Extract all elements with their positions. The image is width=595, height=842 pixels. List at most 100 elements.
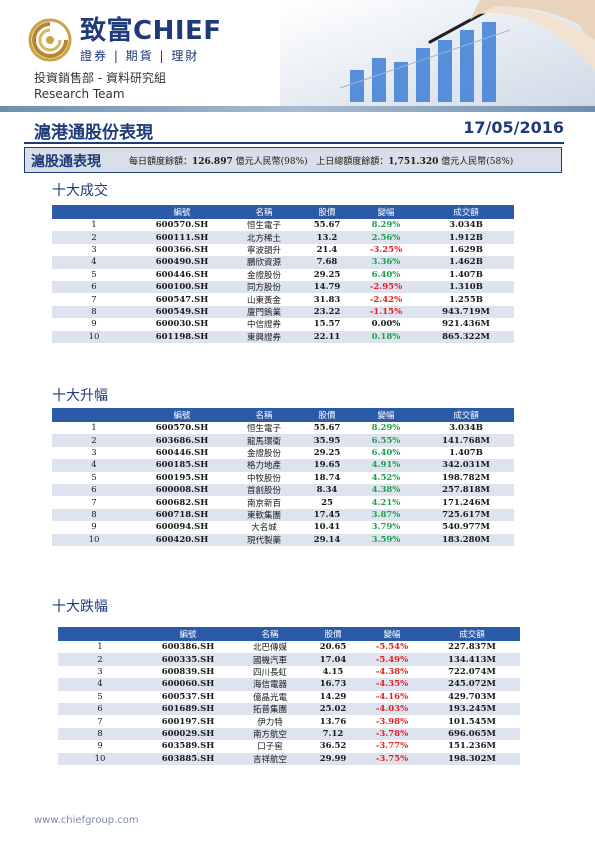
rank-cell: 8 <box>58 727 142 741</box>
prev-quota-suffix: 億元人民幣(58%) <box>441 157 514 167</box>
name-cell: 吉祥航空 <box>234 752 306 765</box>
turnover-cell: 342.031M <box>418 459 514 472</box>
turnover-cell: 3.034B <box>418 219 514 232</box>
header-price: 股價 <box>300 408 354 422</box>
header-rank <box>52 205 136 219</box>
header-turnover: 成交額 <box>418 408 514 422</box>
table-row: 3 600366.SH 寧波韻升 21.4 -3.25% 1.629B <box>52 243 514 257</box>
price-cell: 15.57 <box>300 318 354 331</box>
turnover-cell: 725.617M <box>418 508 514 522</box>
change-cell: 4.52% <box>354 471 418 484</box>
table-header-row: 編號 名稱 股價 變幅 成交額 <box>52 205 514 219</box>
price-cell: 55.67 <box>300 422 354 435</box>
turnover-cell: 921.436M <box>418 318 514 331</box>
name-cell: 山東黃金 <box>228 293 300 306</box>
rank-cell: 4 <box>52 459 136 472</box>
turnover-cell: 171.246M <box>418 496 514 509</box>
price-cell: 25.02 <box>306 702 360 716</box>
rank-cell: 5 <box>52 268 136 281</box>
section-title-top-losers: 十大跌幅 <box>52 599 108 615</box>
quota-bar: 滬股通表現 每日額度餘額：126.897 億元人民幣(98%) 上日總額度餘額：… <box>24 147 562 173</box>
price-cell: 20.65 <box>306 641 360 654</box>
name-cell: 國機汽車 <box>234 653 306 666</box>
code-cell: 600490.SH <box>136 256 228 269</box>
code-cell: 600366.SH <box>136 243 228 257</box>
price-cell: 4.15 <box>306 665 360 679</box>
name-cell: 海信電器 <box>234 678 306 691</box>
change-cell: 8.29% <box>354 219 418 232</box>
table-row: 3 600446.SH 金證股份 29.25 6.40% 1.407B <box>52 446 514 460</box>
turnover-cell: 1.255B <box>418 293 514 306</box>
name-cell: 格力地產 <box>228 459 300 472</box>
rank-cell: 2 <box>58 653 142 666</box>
report-date: 17/05/2016 <box>463 118 564 137</box>
name-cell: 寧波韻升 <box>228 243 300 257</box>
rank-cell: 3 <box>58 665 142 679</box>
rank-cell: 10 <box>52 533 136 546</box>
price-cell: 23.22 <box>300 305 354 319</box>
name-cell: 鵬欣資源 <box>228 256 300 269</box>
code-cell: 600195.SH <box>136 471 228 484</box>
table-row: 7 600682.SH 南京新百 25 4.21% 171.246M <box>52 496 514 509</box>
table-header-row: 編號 名稱 股價 變幅 成交額 <box>52 408 514 422</box>
table-row: 4 600060.SH 海信電器 16.73 -4.35% 245.072M <box>58 678 520 691</box>
change-cell: -1.15% <box>354 305 418 319</box>
name-cell: 東軟集團 <box>228 508 300 522</box>
rank-cell: 1 <box>52 219 136 232</box>
change-cell: -3.98% <box>360 715 424 728</box>
name-cell: 拓普集團 <box>234 702 306 716</box>
change-cell: 0.00% <box>354 318 418 331</box>
change-cell: -3.25% <box>354 243 418 257</box>
header-code: 編號 <box>142 627 234 641</box>
table-row: 4 600490.SH 鵬欣資源 7.68 3.36% 1.462B <box>52 256 514 269</box>
rank-cell: 7 <box>58 715 142 728</box>
table-row: 3 600839.SH 四川長虹 4.15 -4.38% 722.074M <box>58 665 520 679</box>
quota-label: 滬股通表現 <box>31 154 101 170</box>
code-cell: 600570.SH <box>136 219 228 232</box>
rank-cell: 7 <box>52 496 136 509</box>
title-row: 滬港通股份表現 17/05/2016 <box>34 118 564 143</box>
header-rank <box>52 408 136 422</box>
price-cell: 7.68 <box>300 256 354 269</box>
code-cell: 603686.SH <box>136 434 228 447</box>
table-header-row: 編號 名稱 股價 變幅 成交額 <box>58 627 520 641</box>
code-cell: 600335.SH <box>142 653 234 666</box>
price-cell: 31.83 <box>300 293 354 306</box>
turnover-cell: 245.072M <box>424 678 520 691</box>
turnover-cell: 198.302M <box>424 752 520 765</box>
change-cell: 3.36% <box>354 256 418 269</box>
rank-cell: 4 <box>52 256 136 269</box>
turnover-cell: 540.977M <box>418 521 514 534</box>
daily-quota-suffix: 億元人民幣(98%) <box>235 157 308 167</box>
rank-cell: 3 <box>52 446 136 460</box>
table-row: 8 600029.SH 南方航空 7.12 -3.78% 696.065M <box>58 727 520 741</box>
rank-cell: 7 <box>52 293 136 306</box>
rank-cell: 9 <box>52 318 136 331</box>
turnover-cell: 3.034B <box>418 422 514 435</box>
rank-cell: 1 <box>58 641 142 654</box>
turnover-cell: 1.462B <box>418 256 514 269</box>
price-cell: 36.52 <box>306 740 360 753</box>
price-cell: 29.25 <box>300 268 354 281</box>
price-cell: 29.25 <box>300 446 354 460</box>
table-row: 2 603686.SH 龍馬環衛 35.95 6.55% 141.768M <box>52 434 514 447</box>
table-row: 10 600420.SH 現代製藥 29.14 3.59% 183.280M <box>52 533 514 546</box>
name-cell: 口子窖 <box>234 740 306 753</box>
prev-quota-value: 1,751.320 <box>388 157 439 167</box>
header-change: 變幅 <box>354 205 418 219</box>
change-cell: -2.95% <box>354 280 418 294</box>
code-cell: 601198.SH <box>136 330 228 343</box>
turnover-cell: 865.322M <box>418 330 514 343</box>
code-cell: 603885.SH <box>142 752 234 765</box>
name-cell: 億晶光電 <box>234 690 306 703</box>
price-cell: 25 <box>300 496 354 509</box>
turnover-cell: 696.065M <box>424 727 520 741</box>
turnover-cell: 198.782M <box>418 471 514 484</box>
header-change: 變幅 <box>354 408 418 422</box>
code-cell: 603589.SH <box>142 740 234 753</box>
turnover-cell: 1.629B <box>418 243 514 257</box>
change-cell: -4.03% <box>360 702 424 716</box>
table-row: 9 600030.SH 中信證券 15.57 0.00% 921.436M <box>52 318 514 331</box>
rank-cell: 10 <box>52 330 136 343</box>
price-cell: 29.14 <box>300 533 354 546</box>
